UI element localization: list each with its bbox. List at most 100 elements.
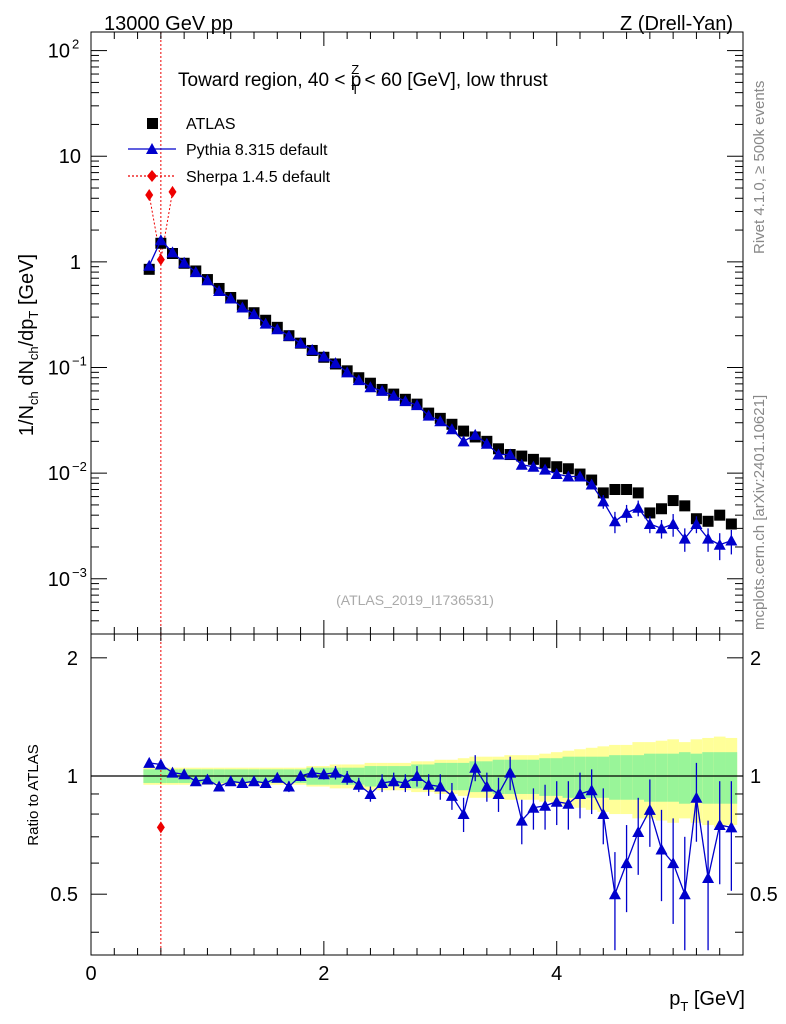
- pythia-point: [713, 538, 726, 550]
- pythia-point: [690, 517, 703, 529]
- pythia-point: [527, 460, 540, 472]
- pythia-point: [282, 329, 295, 341]
- y-tick-label: 10: [48, 463, 70, 485]
- main-title: Toward region, 40 < pZ T < 60 [GeV], low …: [178, 62, 548, 97]
- ratio-band-inner: [597, 756, 610, 798]
- pythia-ratio-point: [399, 776, 412, 788]
- pythia-ratio-point: [248, 775, 260, 787]
- pythia-point: [620, 506, 633, 518]
- y-tick-exponent: −2: [72, 459, 87, 474]
- pythia-point: [492, 448, 505, 460]
- pythia-ratio-point: [515, 814, 528, 826]
- y-tick-label: 10: [48, 41, 70, 63]
- ratio-band-inner: [562, 756, 575, 798]
- pythia-point: [306, 343, 319, 355]
- pythia-ratio-point: [655, 843, 668, 855]
- pythia-ratio-point: [306, 766, 319, 778]
- ratio-band-inner: [725, 752, 738, 804]
- sherpa-ratio-point: [156, 821, 165, 834]
- legend-atlas-label: ATLAS: [186, 116, 236, 133]
- pythia-ratio-point: [585, 784, 598, 796]
- atlas-point: [539, 457, 551, 469]
- atlas-point: [714, 509, 726, 521]
- pythia-ratio-point: [294, 770, 307, 782]
- pythia-ratio-point: [725, 821, 738, 833]
- pythia-point: [562, 470, 575, 482]
- pythia-point: [178, 256, 191, 268]
- pythia-ratio-point: [480, 780, 493, 792]
- pythia-ratio-point: [376, 776, 389, 788]
- legend-sherpa-marker: [147, 170, 157, 182]
- pythia-ratio-point: [236, 776, 249, 788]
- pythia-point: [329, 357, 342, 369]
- pythia-point: [434, 415, 447, 427]
- x-tick-label: 4: [551, 963, 562, 985]
- pythia-ratio-point: [445, 789, 458, 801]
- pythia-point: [445, 423, 458, 435]
- pythia-ratio-point: [364, 787, 377, 799]
- y-axis-label: 1/Nch dNch/dpT [GeV]: [16, 254, 41, 436]
- pythia-ratio-point: [213, 780, 226, 792]
- atlas-point: [644, 507, 656, 519]
- pythia-ratio-point: [667, 857, 680, 869]
- legend: ATLAS Pythia 8.315 default Sherpa 1.4.5 …: [128, 116, 331, 186]
- pythia-point: [224, 292, 237, 304]
- pythia-point: [399, 395, 412, 407]
- pythia-point: [655, 522, 668, 534]
- atlas-point: [667, 495, 679, 507]
- y-tick-exponent: 2: [72, 37, 79, 52]
- atlas-point: [632, 487, 644, 499]
- pythia-ratio-point: [329, 766, 342, 778]
- ratio-tick-label-left: 1: [67, 766, 78, 788]
- pythia-point: [678, 532, 691, 544]
- pythia-point: [317, 350, 330, 362]
- pythia-point: [143, 259, 156, 271]
- pythia-ratio-point: [143, 756, 156, 768]
- x-axis-label: pT [GeV]: [669, 988, 745, 1014]
- pythia-ratio-point: [597, 808, 610, 820]
- pythia-ratio-point: [574, 787, 586, 799]
- pythia-ratio-point: [178, 768, 191, 780]
- ratio-band-inner: [667, 753, 679, 802]
- pythia-ratio-point: [422, 778, 435, 790]
- pythia-point: [422, 409, 435, 421]
- legend-pythia-label: Pythia 8.315 default: [186, 142, 328, 159]
- pythia-ratio-point: [678, 888, 691, 900]
- pythia-ratio-point: [387, 775, 400, 787]
- pythia-point: [236, 301, 249, 313]
- pythia-point: [632, 501, 645, 513]
- pythia-point: [597, 495, 610, 507]
- pythia-ratio-point: [282, 780, 295, 792]
- ratio-band-inner: [492, 759, 505, 794]
- header-left: 13000 GeV pp: [104, 13, 233, 35]
- pythia-line: [148, 239, 732, 546]
- pythia-ratio-point: [341, 771, 354, 783]
- pythia-point: [189, 266, 202, 278]
- pythia-ratio-point: [352, 778, 365, 790]
- pythia-point: [608, 515, 621, 527]
- ratio-band-inner: [609, 755, 621, 800]
- pythia-ratio-point: [608, 888, 621, 900]
- pythia-ratio-point: [457, 808, 470, 820]
- pythia-point: [539, 463, 552, 475]
- pythia-ratio-point: [317, 768, 330, 780]
- pythia-point: [585, 478, 598, 490]
- pythia-point: [341, 366, 354, 378]
- mcplots-label: mcplots.cern.ch [arXiv:2401.10621]: [751, 395, 768, 630]
- pythia-ratio-point: [201, 773, 214, 785]
- sherpa-point: [156, 253, 165, 266]
- pythia-ratio-point: [550, 795, 563, 807]
- atlas-point: [725, 518, 737, 530]
- ratio-band-inner: [632, 755, 645, 800]
- atlas-point: [562, 463, 574, 475]
- pythia-point: [574, 470, 586, 482]
- ratio-band-inner: [702, 752, 714, 804]
- y-tick-label: 10: [48, 569, 70, 591]
- ratio-tick-label-right: 0.5: [750, 884, 778, 906]
- pythia-ratio-point: [504, 766, 517, 778]
- atlas-point: [621, 483, 633, 495]
- pythia-ratio-point: [539, 799, 552, 811]
- pythia-ratio-point: [271, 771, 284, 783]
- legend-atlas-marker: [147, 118, 158, 129]
